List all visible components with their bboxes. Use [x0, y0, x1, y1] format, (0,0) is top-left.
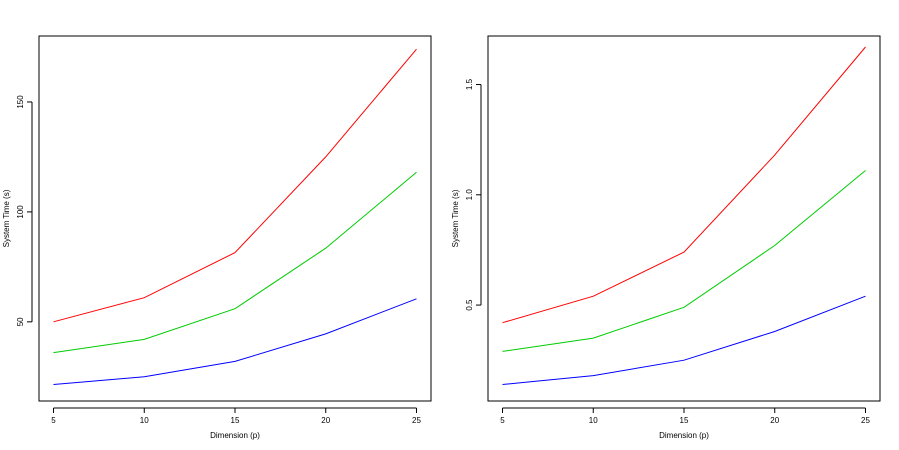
x-axis-title: Dimension (p): [210, 431, 260, 440]
plot-frame: [38, 35, 432, 402]
y-tick-label: 150: [16, 95, 25, 109]
y-tick-label: 100: [16, 205, 25, 219]
x-tick-label: 15: [231, 416, 240, 425]
chart-panel-2: 5 10 15 20 25 0.5 1.0 1.5 Dimension (p) System Ti…: [451, 35, 881, 440]
x-tick-label: 20: [770, 416, 779, 425]
x-tick-label: 15: [680, 416, 689, 425]
series-line-2: [502, 170, 866, 352]
series-line-2: [53, 171, 417, 354]
y-tick-label: 1.0: [465, 189, 474, 201]
plot-frame: [487, 35, 881, 402]
x-tick-label: 25: [861, 416, 870, 425]
x-tick-label: 20: [321, 416, 330, 425]
x-tick-label: 10: [140, 416, 149, 425]
x-tick-label: 25: [412, 416, 421, 425]
series-line-3: [53, 298, 417, 385]
series-line-1: [53, 48, 417, 323]
y-tick-label: 50: [16, 317, 25, 326]
y-tick-label: 1.5: [465, 78, 474, 90]
x-tick-label: 5: [500, 416, 505, 425]
x-axis-title: Dimension (p): [659, 431, 709, 440]
y-axis-title: System Time (s): [451, 189, 460, 247]
series-line-1: [502, 46, 866, 324]
y-axis-title: System Time (s): [2, 189, 11, 247]
y-tick-label: 0.5: [465, 299, 474, 311]
series-line-3: [502, 295, 866, 385]
x-tick-label: 5: [51, 416, 56, 425]
chart-panel-1: 5 10 15 20 25 50 100 150 Dimension (p) System Tim…: [2, 35, 432, 440]
x-tick-label: 10: [589, 416, 598, 425]
